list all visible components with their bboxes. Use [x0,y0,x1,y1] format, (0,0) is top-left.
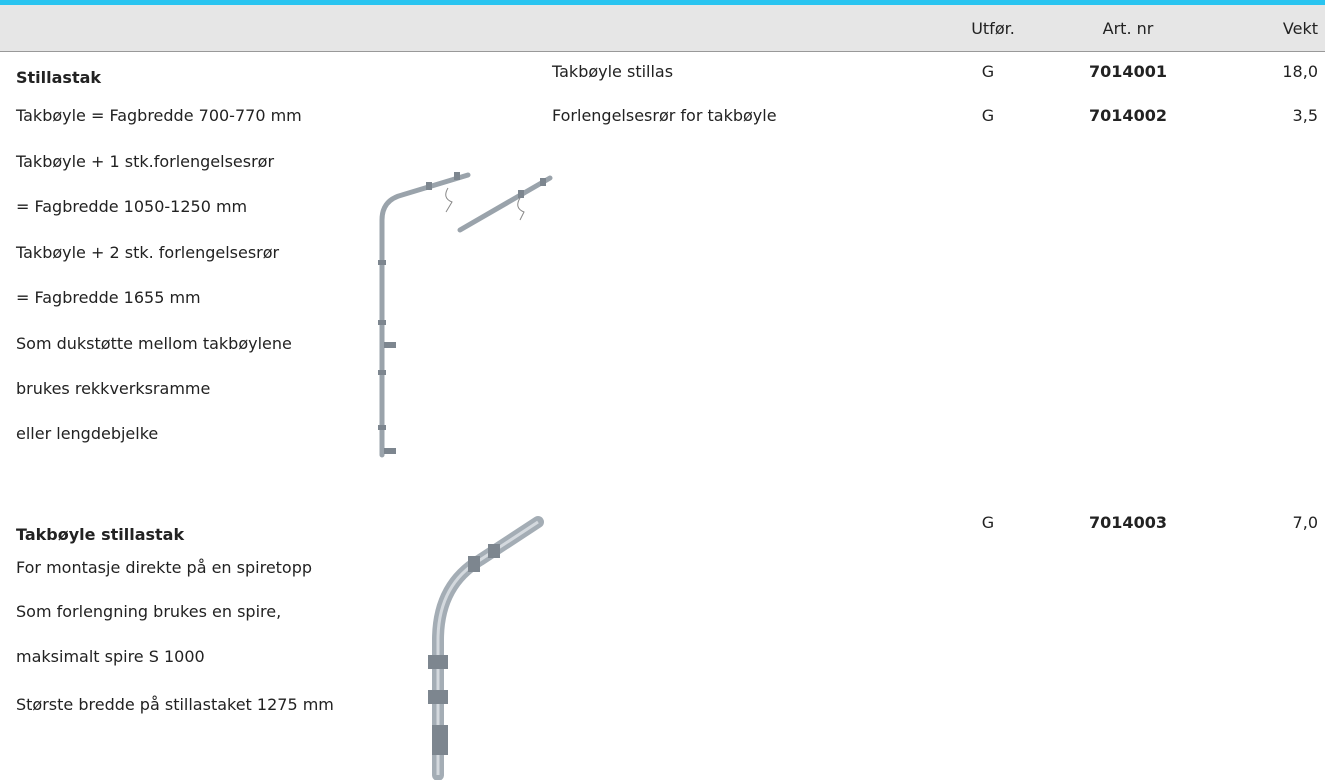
item-variant: G [981,62,995,81]
item-weight: 18,0 [1282,62,1318,81]
item-weight: 3,5 [1292,106,1318,125]
description-line: For montasje direkte på en spiretopp [16,558,313,577]
product-image [428,516,544,780]
section-title: Stillastak [16,68,102,87]
description-line: Som dukstøtte mellom takbøylene [16,334,292,353]
column-header: Vekt [1282,19,1318,38]
section-title: Takbøyle stillastak [16,525,185,544]
top-bar [0,0,1325,5]
item-variant: G [981,513,995,532]
item-name: Takbøyle stillas [552,62,674,81]
description-line: = Fagbredde 1050-1250 mm [16,197,248,216]
item-name: Forlengelsesrør for takbøyle [552,106,777,125]
description-line: Takbøyle = Fagbredde 700-770 mm [16,106,302,125]
description-line: Største bredde på stillastaket 1275 mm [16,695,334,714]
item-variant: G [981,106,995,125]
item-weight: 7,0 [1292,513,1318,532]
description-line: = Fagbredde 1655 mm [16,288,201,307]
table-header [0,5,1325,52]
item-article: 7014002 [1089,106,1167,125]
description-line: maksimalt spire S 1000 [16,647,205,666]
item-article: 7014001 [1089,62,1167,81]
product-image [378,172,553,458]
description-line: brukes rekkverksramme [16,379,211,398]
description-line: Som forlengning brukes en spire, [16,602,282,621]
description-line: Takbøyle + 2 stk. forlengelsesrør [16,243,280,262]
column-header: Utfør. [971,19,1015,38]
description-line: eller lengdebjelke [16,424,159,443]
column-header: Art. nr [1102,19,1154,38]
item-article: 7014003 [1089,513,1167,532]
description-line: Takbøyle + 1 stk.forlengelsesrør [16,152,275,171]
